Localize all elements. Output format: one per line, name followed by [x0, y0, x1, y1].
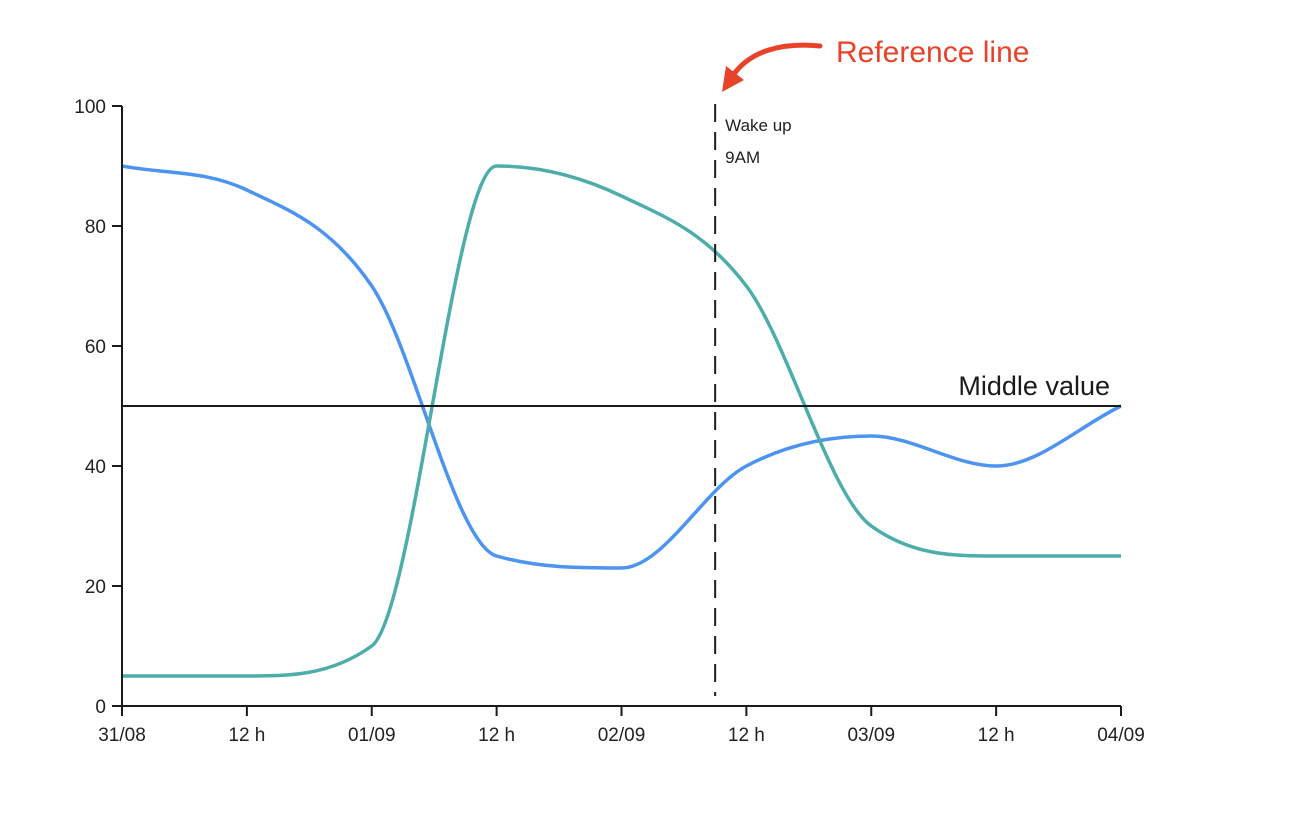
y-tick-label: 80: [85, 217, 106, 238]
y-tick-label: 20: [85, 577, 106, 598]
y-tick-label: 60: [85, 337, 106, 358]
reference-label-line-1: Wake up: [725, 116, 791, 135]
x-tick-label: 02/09: [598, 725, 646, 746]
axes: 0 20 40 60 80 100 31/08 12 h 01/09 12 h 02/09 12 h 0…: [74, 97, 1144, 746]
x-tick-label: 12 h: [478, 725, 515, 746]
y-tick-label: 0: [95, 697, 106, 718]
series-layer: [121, 164, 1122, 678]
x-tick-label: 12 h: [728, 725, 765, 746]
series-line-1: [121, 164, 1122, 570]
x-tick-label: 31/08: [98, 725, 146, 746]
x-tick-label: 12 h: [978, 725, 1015, 746]
reference-label-line-2: 9AM: [725, 148, 760, 167]
annotation-arrowhead-icon: [722, 66, 744, 92]
middle-value-label: Middle value: [958, 371, 1110, 401]
annotation-arrow: [731, 42, 823, 77]
annotation-text: Reference line: [836, 36, 1029, 69]
series-line-2: [121, 164, 1121, 678]
x-tick-label: 01/09: [348, 725, 396, 746]
y-tick-label: 100: [74, 97, 106, 118]
x-tick-label: 04/09: [1097, 725, 1145, 746]
x-tick-label: 12 h: [228, 725, 265, 746]
y-tick-label: 40: [85, 457, 106, 478]
x-tick-label: 03/09: [847, 725, 895, 746]
